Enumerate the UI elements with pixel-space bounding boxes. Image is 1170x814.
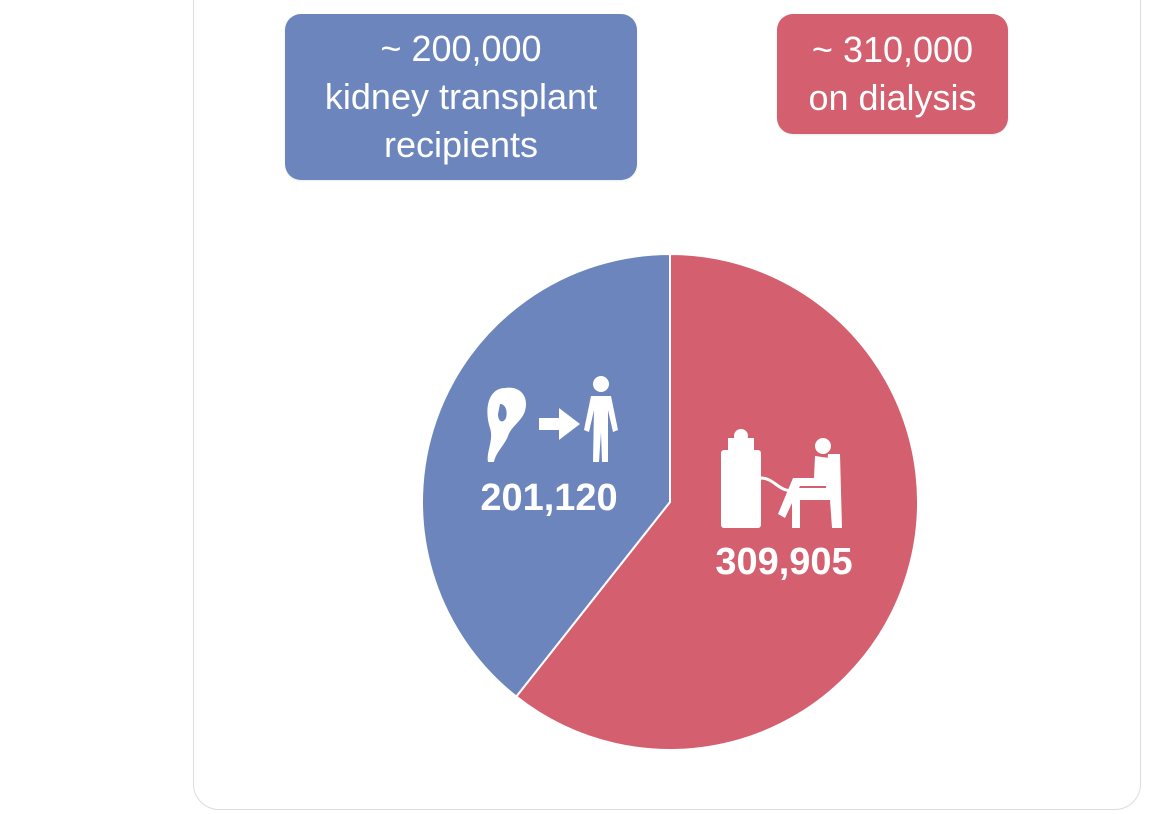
callout-dialysis-line-2: on dialysis (808, 77, 977, 118)
callout-dialysis-line-1: ~ 310,000 (811, 29, 974, 70)
slice-label-transplant: 201,120 (480, 477, 617, 519)
kidney-to-person-icon (487, 376, 618, 462)
pie-slices (421, 252, 919, 751)
dialysis-patient-icon (721, 429, 842, 528)
slice-label-dialysis: 309,905 (715, 541, 852, 583)
callout-transplant-line-1: ~ 200,000 (380, 28, 542, 69)
callout-transplant-line-3: recipients (383, 124, 539, 165)
callout-transplant: ~ 200,000 kidney transplant recipients (285, 14, 637, 180)
pie-slice-dialysis (514, 252, 919, 751)
callout-dialysis: ~ 310,000 on dialysis (777, 14, 1008, 134)
callout-transplant-line-2: kidney transplant (324, 76, 598, 117)
pie-slice-transplant (421, 252, 671, 698)
